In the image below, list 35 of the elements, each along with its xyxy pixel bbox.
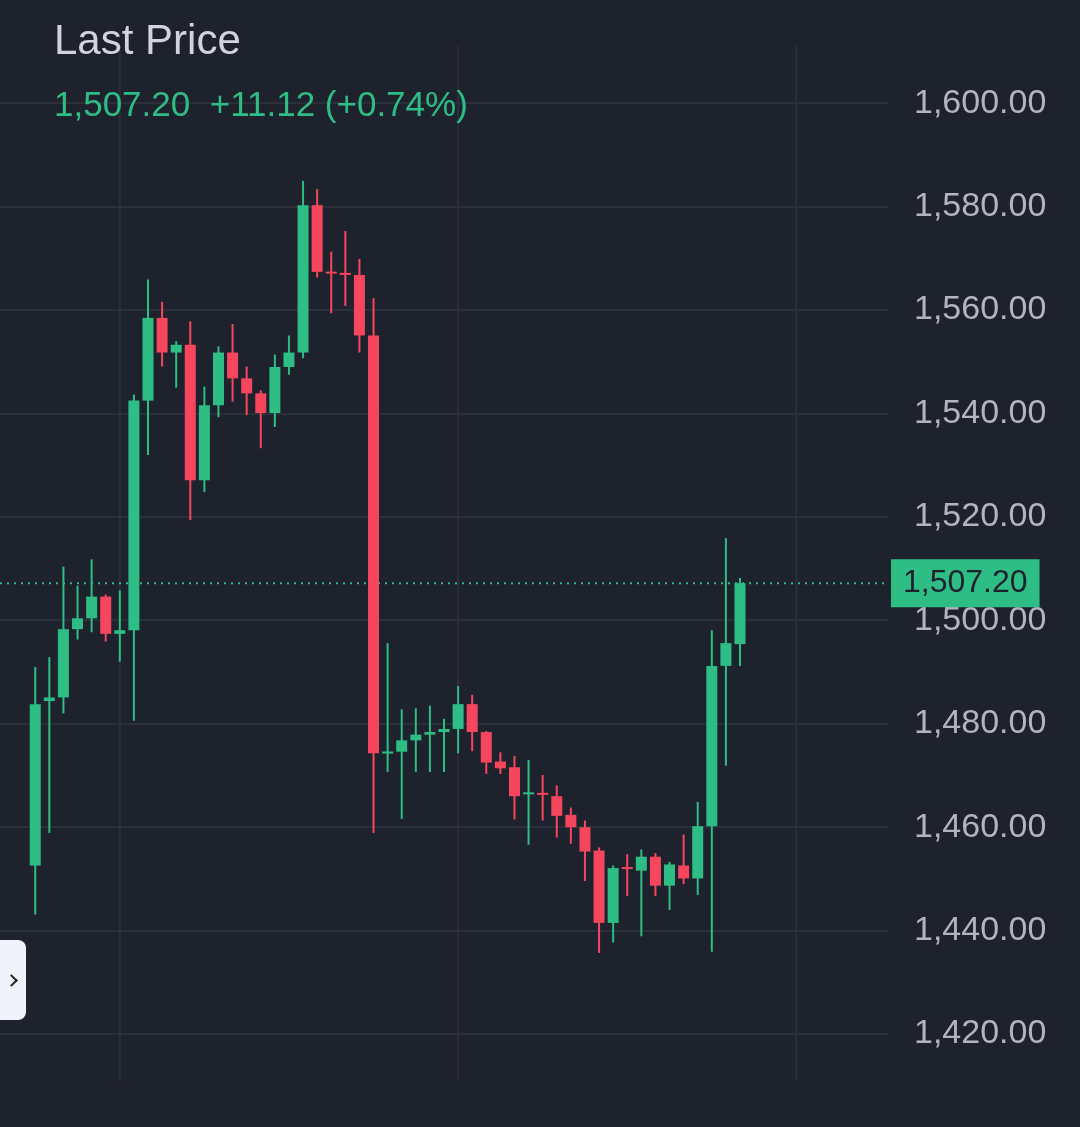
y-tick-label: 1,600.00 (914, 81, 1047, 120)
candlestick (424, 704, 436, 773)
candlestick (382, 642, 394, 773)
y-tick-label: 1,540.00 (914, 391, 1047, 430)
candlestick (396, 708, 408, 820)
candlestick (283, 334, 295, 376)
candlestick (255, 389, 267, 450)
y-tick-label: 1,580.00 (914, 185, 1047, 224)
candlestick (635, 848, 647, 938)
y-tick-label: 1,500.00 (914, 598, 1047, 637)
y-tick-label: 1,440.00 (914, 909, 1047, 948)
candlestick (551, 784, 563, 839)
candlestick (86, 558, 98, 634)
candlestick (664, 860, 676, 911)
candlestick (325, 250, 337, 315)
candlestick (43, 656, 55, 834)
candlestick (170, 340, 182, 389)
candlestick (621, 853, 633, 897)
ref-line-label: 1,507.20 (903, 562, 1028, 599)
candlestick (565, 806, 577, 845)
candlestick (523, 759, 535, 846)
candlestick (241, 365, 253, 417)
candlestick (114, 589, 126, 663)
candlestick (339, 230, 351, 307)
candlestick (537, 773, 549, 822)
y-tick-label: 1,560.00 (914, 288, 1047, 327)
text: 1,507.20 +11.12 (+0.74%) (54, 84, 468, 124)
candlestick (438, 717, 450, 773)
y-tick-label: 1,520.00 (914, 495, 1047, 534)
chart-title: Last Price (54, 16, 241, 64)
y-tick-label: 1,420.00 (914, 1012, 1047, 1051)
candlestick (72, 584, 84, 641)
candlestick (678, 833, 690, 886)
y-tick-label: 1,480.00 (914, 702, 1047, 741)
y-tick-label: 1,460.00 (914, 805, 1047, 844)
